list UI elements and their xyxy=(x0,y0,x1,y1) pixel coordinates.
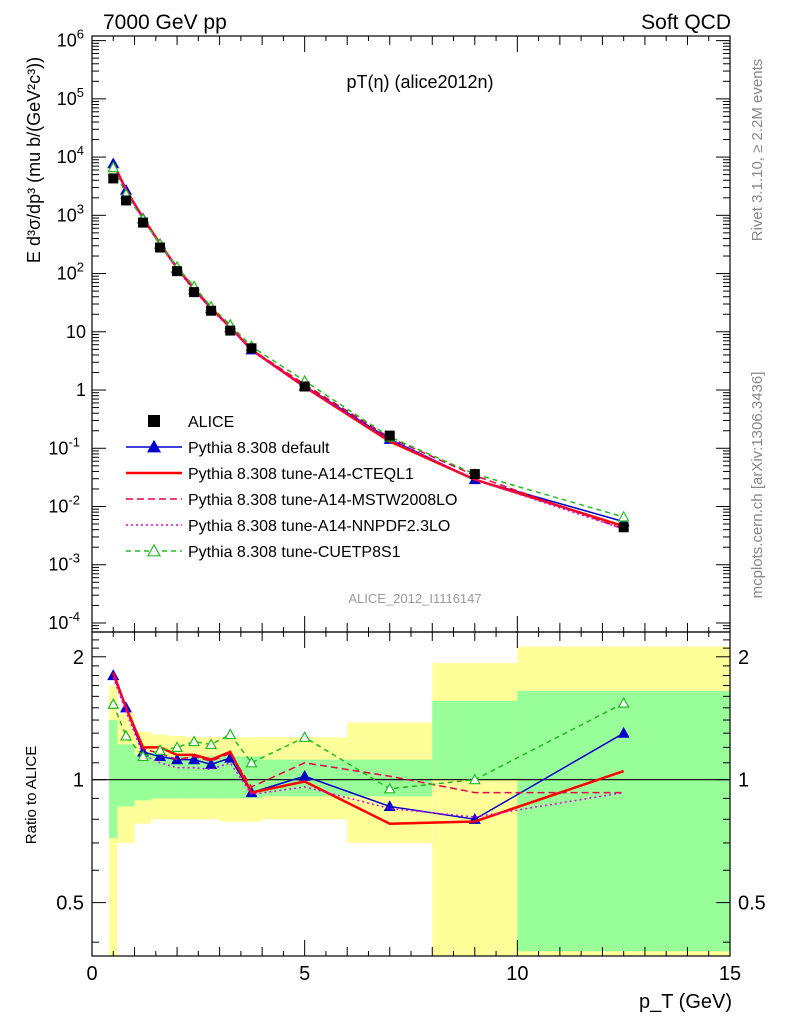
main-point xyxy=(107,161,120,173)
alice-data-point xyxy=(469,469,480,480)
legend-label: ALICE xyxy=(188,414,234,431)
x-tick-label: 5 xyxy=(299,963,310,985)
analysis-id: ALICE_2012_I1116147 xyxy=(348,591,481,606)
ratio-y-tick-label: 1 xyxy=(73,770,84,792)
ratio-point xyxy=(154,750,167,762)
alice-data-point xyxy=(225,325,236,336)
ratio-point xyxy=(298,769,311,781)
uncertainty-band-green xyxy=(219,756,241,799)
x-tick-label: 0 xyxy=(86,963,97,985)
y-axis-title-main: E d³σ/dp³ (mu b/(GeV²c³)) xyxy=(24,57,44,263)
ratio-y-tick-label: 0.5 xyxy=(56,893,84,915)
x-tick-label: 15 xyxy=(719,963,741,985)
alice-data-point xyxy=(189,287,200,298)
legend-label: Pythia 8.308 tune-A14-CTEQL1 xyxy=(188,466,414,483)
legend-label: Pythia 8.308 default xyxy=(188,440,330,457)
y-tick-label: 10-1 xyxy=(48,434,80,458)
ratio-point xyxy=(245,756,258,768)
ratio-point xyxy=(120,729,133,741)
side-rivet-label: Rivet 3.1.10, ≥ 2.2M events xyxy=(749,59,766,242)
ratio-point xyxy=(298,731,311,742)
main-panel: 10-4 10-3 10-2 10-1 1 10 102 103 104 105 106 xyxy=(48,27,731,633)
uncertainty-band-green xyxy=(117,744,135,807)
x-tick-label: 10 xyxy=(506,963,528,985)
ratio-point xyxy=(205,758,218,770)
process-label: Soft QCD xyxy=(641,11,731,34)
ratio-panel: 0 5 10 15 0.5 0.5 1 1 2 2 xyxy=(56,631,766,985)
ratio-series-line xyxy=(112,673,624,794)
alice-data-point xyxy=(299,381,310,392)
uncertainty-band-green xyxy=(151,754,169,799)
legend-label: Pythia 8.308 tune-A14-MSTW2008LO xyxy=(188,492,457,509)
y-tick-label: 106 xyxy=(57,27,84,51)
ratio-point xyxy=(468,773,481,785)
ratio-y-tick-label-right: 2 xyxy=(738,647,749,669)
energy-label: 7000 GeV pp xyxy=(103,11,227,34)
alice-data-point xyxy=(108,173,119,184)
alice-data-point xyxy=(121,195,132,206)
plot-title: pT(η) (alice2012n) xyxy=(346,72,493,92)
y-tick-label: 10-3 xyxy=(48,551,80,575)
y-axis-title-ratio: Ratio to ALICE xyxy=(23,746,40,844)
ratio-point xyxy=(617,726,630,738)
uncertainty-band-green xyxy=(185,756,203,799)
legend: ALICE Pythia 8.308 default Pythia 8.308 tu… xyxy=(126,414,457,561)
ratio-point xyxy=(205,738,218,750)
legend-marker xyxy=(146,543,162,557)
alice-data-point xyxy=(206,305,217,316)
uncertainty-band-green xyxy=(109,720,118,838)
ratio-y-tick-label: 2 xyxy=(73,647,84,669)
side-mcplots-label: mcplots.cern.ch [arXiv:1306.3436] xyxy=(749,372,766,599)
ratio-point xyxy=(383,782,396,794)
legend-label: Pythia 8.308 tune-A14-NNPDF2.3LO xyxy=(188,518,450,535)
ratio-point xyxy=(617,696,630,708)
y-tick-label: 105 xyxy=(57,85,84,109)
main-frame xyxy=(91,35,731,633)
main-point xyxy=(617,510,630,522)
ratio-point xyxy=(107,698,120,709)
ratio-point xyxy=(171,741,184,752)
y-tick-label: 102 xyxy=(57,260,84,284)
y-tick-label: 10-2 xyxy=(48,493,80,517)
y-tick-label: 10-4 xyxy=(48,609,80,633)
legend-label: Pythia 8.308 tune-CUETP8S1 xyxy=(188,544,401,561)
legend-marker-alice xyxy=(148,415,160,427)
ratio-point xyxy=(188,753,201,765)
x-axis-title: p_T (GeV) xyxy=(639,991,732,1013)
ratio-point xyxy=(154,744,167,755)
ratio-point xyxy=(188,735,201,747)
ratio-point xyxy=(224,728,237,740)
ratio-y-tick-label-right: 1 xyxy=(738,770,749,792)
y-tick-label: 1 xyxy=(76,380,86,400)
ratio-y-tick-label-right: 0.5 xyxy=(738,893,766,915)
alice-data-point xyxy=(172,266,183,277)
alice-data-point xyxy=(246,343,257,354)
alice-data-point xyxy=(155,242,166,253)
y-tick-label: 104 xyxy=(57,143,84,167)
alice-data-point xyxy=(138,217,149,228)
main-series-line xyxy=(112,167,624,518)
uncertainty-band-green xyxy=(432,700,518,780)
y-tick-label: 103 xyxy=(57,201,84,225)
y-tick-label: 10 xyxy=(66,322,86,342)
alice-data-point xyxy=(618,522,629,533)
ratio-point xyxy=(137,750,150,762)
legend-marker xyxy=(146,439,162,453)
alice-data-point xyxy=(384,430,395,441)
uncertainty-band-green xyxy=(134,754,152,801)
